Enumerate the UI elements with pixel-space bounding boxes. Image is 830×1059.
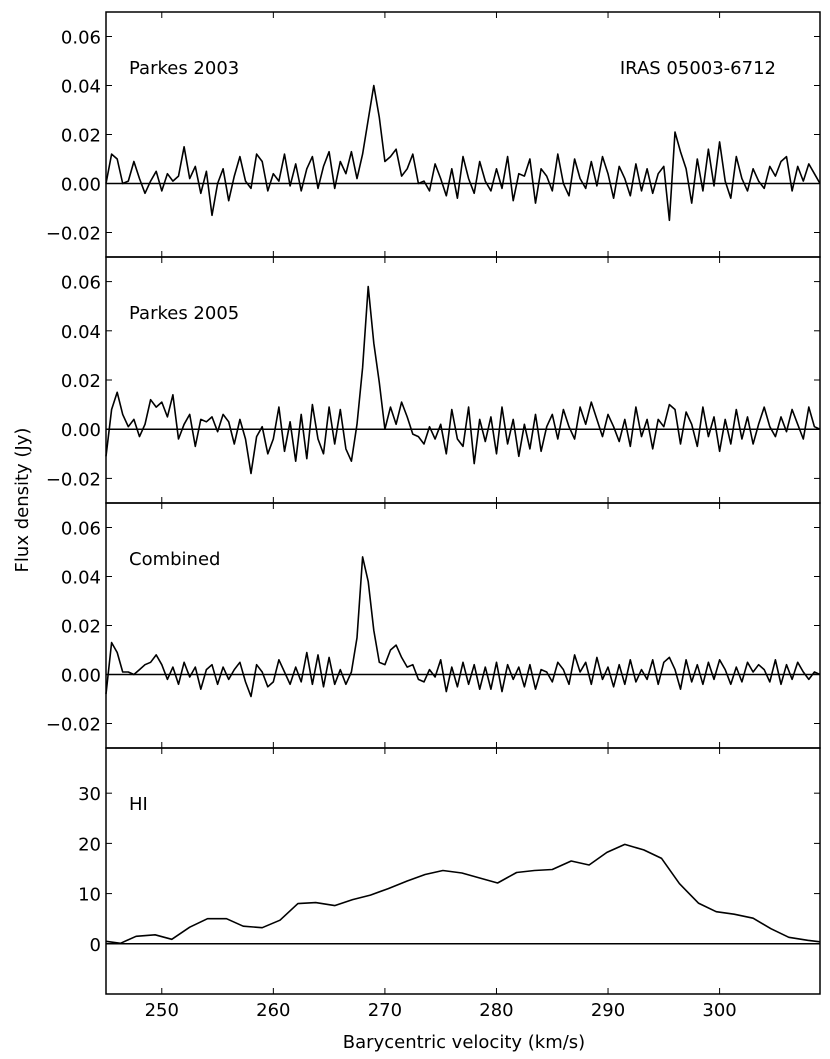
y-tick-label: 0.02: [61, 617, 101, 638]
y-tick-label: 0.06: [61, 273, 101, 294]
panel-label: HI: [129, 794, 148, 815]
x-tick-label: 270: [368, 1000, 402, 1021]
series-line: [105, 556, 821, 698]
y-axis-label: Flux density (Jy): [12, 428, 33, 573]
panel-label: Parkes 2003: [129, 58, 239, 79]
y-tick-label: 0.00: [61, 175, 101, 196]
panel-frame: [105, 747, 821, 995]
y-tick-label: −0.02: [46, 469, 101, 490]
y-tick-label: 0: [90, 935, 101, 956]
panel-frame: [105, 11, 821, 258]
panel-1: −0.02 0.00 0.02 0.04 0.06 Parkes 2003 IRAS 050…: [46, 11, 821, 258]
panel-4: 0 10 20 30 250 260 270 280 290 300 HI: [78, 747, 821, 1021]
y-tick-label: 0.06: [61, 28, 101, 49]
panels-group: −0.02 0.00 0.02 0.04 0.06 Parkes 2003 IRAS 050…: [46, 11, 821, 1021]
panel-3: −0.02 0.00 0.02 0.04 0.06 Combined: [46, 502, 821, 749]
y-tick-label: 0.06: [61, 519, 101, 540]
x-tick-label: 290: [591, 1000, 625, 1021]
y-tick-label: −0.02: [46, 224, 101, 245]
y-tick-label: 30: [78, 784, 101, 805]
series-line: [105, 84, 821, 222]
x-tick-label: 250: [145, 1000, 179, 1021]
y-tick-label: 0.02: [61, 126, 101, 147]
x-tick-label: 260: [256, 1000, 290, 1021]
panel-frame: [105, 502, 821, 749]
panel-frame: [105, 256, 821, 504]
y-tick-label: 0.04: [61, 77, 101, 98]
y-tick-label: 0.00: [61, 666, 101, 687]
y-tick-label: −0.02: [46, 715, 101, 736]
y-tick-label: 0.04: [61, 568, 101, 589]
panel-annotation: IRAS 05003-6712: [620, 58, 776, 79]
x-tick-label: 300: [702, 1000, 736, 1021]
series-line: [105, 285, 821, 475]
x-axis-label: Barycentric velocity (km/s): [343, 1032, 585, 1053]
panel-label: Parkes 2005: [129, 303, 239, 324]
panel-label: Combined: [129, 549, 220, 570]
panel-2: −0.02 0.00 0.02 0.04 0.06 Parkes 2005: [46, 256, 821, 504]
y-tick-label: 0.04: [61, 322, 101, 343]
y-tick-label: 10: [78, 885, 101, 906]
y-tick-label: 0.02: [61, 371, 101, 392]
series-line: [105, 843, 821, 945]
x-tick-label: 280: [479, 1000, 513, 1021]
y-tick-label: 20: [78, 834, 101, 855]
y-tick-label: 0.00: [61, 420, 101, 441]
